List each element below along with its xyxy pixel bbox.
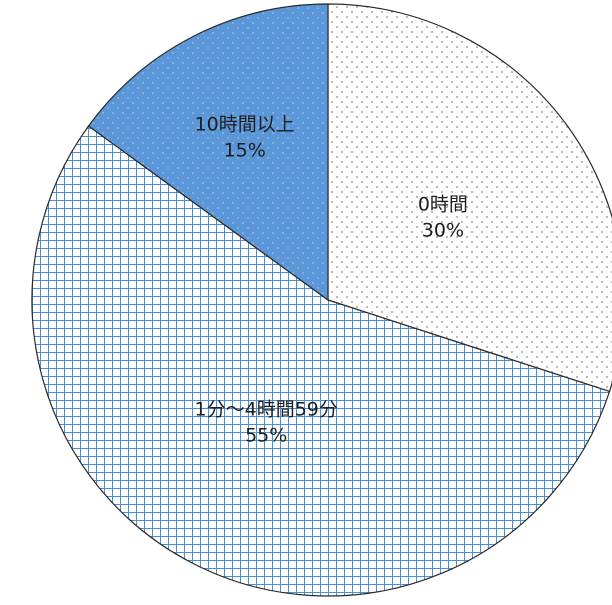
slice-category-label: 0時間	[418, 194, 468, 216]
slice-percent-label: 55%	[245, 424, 287, 446]
pie-slice	[31, 125, 611, 597]
pie-slices	[31, 3, 612, 597]
slice-percent-label: 15%	[224, 140, 266, 162]
slice-category-label: 10時間以上	[195, 114, 295, 136]
pie-labels: 0時間 30% 1分～4時間59分 55% 10時間以上 15%	[195, 114, 468, 447]
slice-percent-label: 30%	[422, 220, 464, 242]
pie-slice	[87, 3, 329, 302]
slice-category-label: 1分～4時間59分	[195, 398, 338, 420]
pie-slice	[327, 3, 612, 393]
